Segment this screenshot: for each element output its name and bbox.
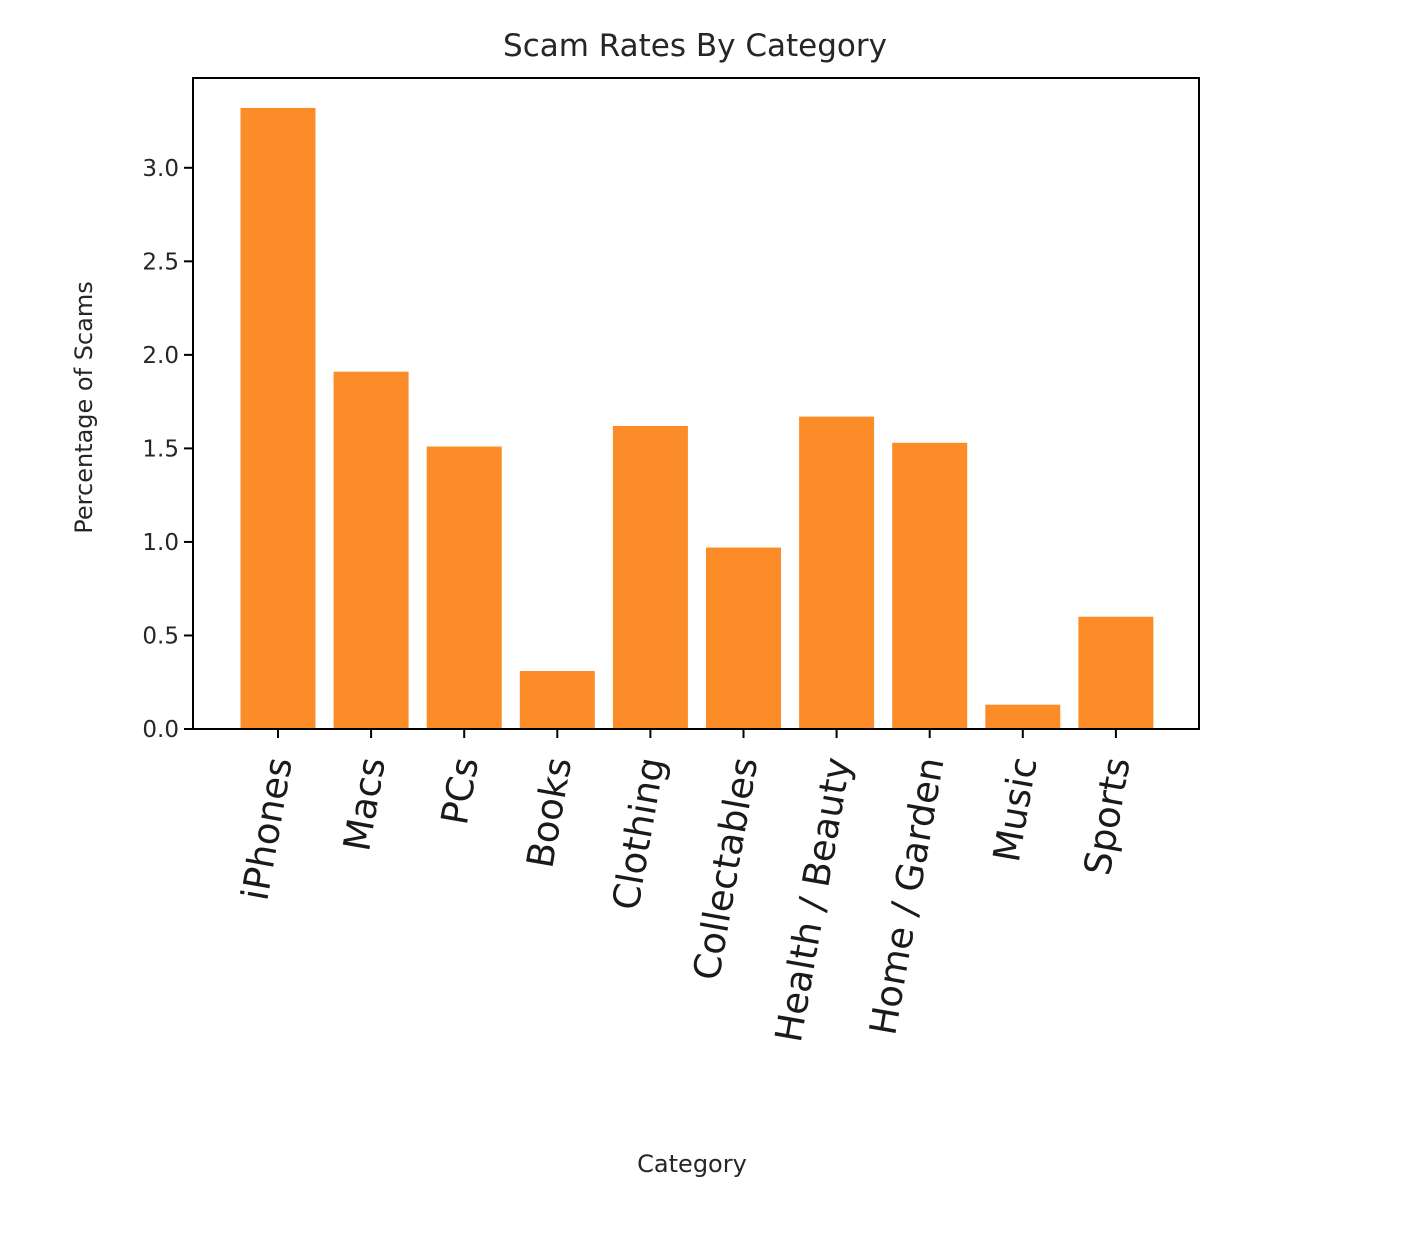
bar-home-garden (892, 442, 968, 729)
bar-books (519, 671, 595, 729)
x-tick-label: Sports (1076, 754, 1139, 878)
y-axis: 0.0 0.5 1.0 1.5 2.0 2.5 3.0 (142, 156, 193, 743)
x-tick-label: PCs (433, 754, 487, 828)
bar-collectables (706, 547, 781, 729)
chart-title: Scam Rates By Category (503, 28, 887, 64)
bar-pcs (426, 446, 502, 729)
x-axis-title: Category (637, 1150, 747, 1178)
x-tick-label: Home / Garden (861, 754, 952, 1038)
bar-clothing (612, 425, 688, 729)
plot-area-frame (192, 77, 1200, 730)
y-tick-label: 1.5 (142, 436, 179, 462)
y-tick-label: 2.5 (142, 249, 179, 275)
bar-health-beauty (799, 416, 875, 729)
y-tick-label: 0.0 (142, 717, 179, 743)
bars-layer (240, 107, 1154, 730)
x-tick-label: Macs (335, 754, 394, 854)
x-tick-label: Collectables (685, 754, 766, 983)
x-tick-label: Books (518, 754, 580, 871)
bar-macs (333, 371, 409, 729)
x-axis: iPhones Macs PCs Books Clothing Collectables H… (233, 729, 1139, 1045)
y-tick-label: 2.0 (142, 343, 179, 369)
x-tick-label: Health / Beauty (767, 754, 859, 1045)
y-tick-label: 3.0 (142, 156, 179, 182)
x-tick-label: Clothing (604, 754, 673, 913)
x-tick-label: iPhones (233, 754, 300, 903)
x-tick-label: Music (985, 754, 1046, 865)
bar-music (985, 704, 1061, 729)
y-axis-title: Percentage of Scams (70, 281, 98, 533)
y-tick-label: 1.0 (142, 530, 179, 556)
bar-sports (1078, 616, 1154, 729)
y-tick-label: 0.5 (142, 623, 179, 649)
bar-iphones (240, 107, 316, 730)
